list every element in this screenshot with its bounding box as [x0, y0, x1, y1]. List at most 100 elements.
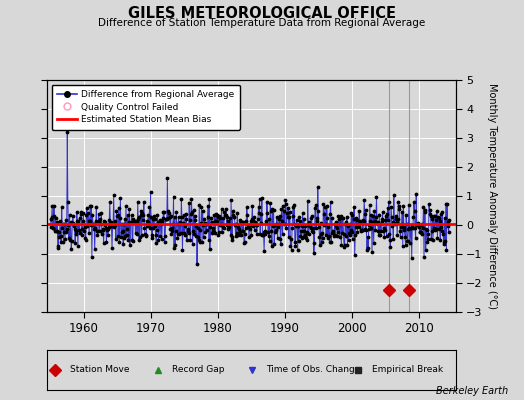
Point — [99, 226, 107, 233]
Point — [223, 222, 231, 228]
Point — [225, 223, 233, 230]
Point — [307, 224, 315, 231]
Point — [181, 223, 190, 230]
Point — [206, 246, 214, 252]
Point — [111, 218, 119, 224]
Point — [224, 226, 232, 232]
Point — [101, 219, 109, 225]
Point — [83, 205, 91, 212]
Point — [347, 210, 355, 216]
Point — [119, 221, 128, 227]
Point — [141, 231, 149, 237]
Point — [407, 225, 416, 232]
Point — [432, 226, 441, 232]
Point — [162, 216, 171, 222]
Point — [58, 204, 66, 210]
Point — [160, 238, 169, 245]
Point — [146, 225, 154, 232]
Point — [185, 217, 194, 223]
Point — [319, 235, 327, 241]
Point — [332, 218, 340, 225]
Point — [381, 217, 390, 224]
Point — [186, 237, 194, 244]
Point — [282, 225, 291, 231]
Point — [351, 252, 359, 258]
Point — [62, 225, 71, 232]
Point — [77, 210, 85, 217]
Point — [159, 215, 167, 221]
Point — [410, 208, 419, 214]
Point — [399, 203, 408, 210]
Point — [59, 239, 68, 246]
Point — [270, 229, 279, 236]
Point — [187, 211, 195, 217]
Point — [88, 254, 96, 260]
Point — [228, 236, 236, 243]
Point — [176, 219, 184, 226]
Point — [383, 211, 391, 218]
Point — [268, 243, 276, 249]
Point — [428, 228, 436, 234]
Point — [123, 231, 131, 238]
Point — [419, 225, 427, 231]
Point — [317, 231, 325, 238]
Point — [309, 229, 317, 235]
Point — [242, 218, 250, 224]
Point — [391, 213, 400, 219]
Point — [155, 220, 163, 226]
Point — [395, 206, 403, 212]
Point — [443, 219, 452, 226]
Point — [49, 225, 58, 231]
Point — [159, 209, 168, 215]
Point — [91, 224, 100, 231]
Point — [365, 222, 374, 228]
Point — [384, 217, 392, 223]
Point — [177, 230, 185, 236]
Point — [194, 237, 203, 243]
Point — [420, 208, 429, 215]
Point — [382, 212, 390, 219]
Point — [111, 222, 119, 229]
Point — [312, 215, 321, 221]
Point — [343, 214, 351, 220]
Point — [330, 221, 339, 228]
Point — [289, 204, 298, 210]
Point — [81, 235, 90, 242]
Point — [375, 212, 384, 218]
Point — [179, 220, 187, 226]
Point — [373, 220, 381, 226]
Point — [343, 242, 352, 248]
Point — [300, 228, 309, 235]
Point — [188, 240, 196, 247]
Point — [304, 230, 313, 237]
Point — [349, 236, 357, 242]
Point — [369, 240, 378, 246]
Point — [51, 215, 60, 222]
Point — [127, 212, 136, 219]
Point — [118, 228, 127, 234]
Point — [93, 232, 102, 238]
Point — [411, 235, 420, 242]
Point — [56, 218, 64, 224]
Point — [385, 231, 394, 238]
Point — [52, 228, 60, 234]
Point — [295, 214, 303, 220]
Point — [124, 212, 132, 218]
Point — [196, 227, 204, 234]
Point — [346, 232, 354, 239]
Point — [248, 203, 257, 210]
Point — [288, 213, 297, 220]
Point — [298, 235, 306, 241]
Point — [172, 208, 180, 215]
Point — [433, 208, 441, 214]
Point — [143, 223, 151, 229]
Point — [286, 243, 294, 250]
Point — [144, 212, 152, 218]
Point — [218, 229, 226, 236]
Point — [359, 218, 368, 225]
Point — [73, 218, 82, 224]
Point — [329, 229, 337, 236]
Point — [278, 231, 287, 237]
Point — [136, 234, 144, 240]
Point — [211, 218, 219, 224]
